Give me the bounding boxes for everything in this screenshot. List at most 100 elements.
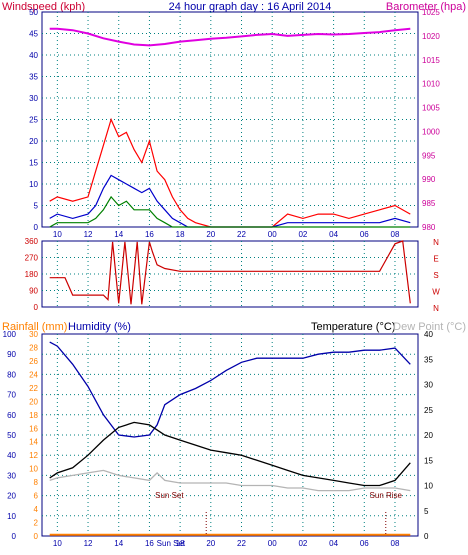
humidity-tick-label: 20 (7, 492, 16, 501)
direction-line (49, 240, 411, 305)
humidity-axis-title: Humidity (%) (68, 321, 131, 333)
rainfall-tick-label: 0 (34, 532, 39, 541)
humidity-tick-label: 50 (7, 431, 16, 440)
chart-title: 24 hour graph day : 16 April 2014 (169, 1, 332, 13)
windspeed-tick-label: 40 (29, 51, 38, 60)
x-tick-label: 06 (360, 230, 369, 239)
humidity-tick-label: 80 (7, 370, 16, 379)
dewpoint-axis-title: Dew Point (°C) (393, 321, 466, 333)
barometer-tick-label: 980 (422, 223, 436, 232)
x-tick-label: 12 (84, 230, 93, 239)
x-tick-label: 18 (176, 230, 185, 239)
direction-tick-label: 90 (29, 287, 38, 296)
temperature-tick-label: 30 (424, 381, 433, 390)
x-tick-label: 18 (176, 539, 185, 548)
humidity-tick-label: 0 (12, 532, 17, 541)
barometer-axis-title: Barometer (hpa) (386, 1, 466, 13)
temperature-tick-label: 0 (424, 532, 429, 541)
windspeed-tick-label: 45 (29, 30, 38, 39)
axis-labels: 0510152025303540455098098599099510001005… (3, 8, 441, 548)
x-tick-label: 10 (53, 230, 62, 239)
x-tick-label: 04 (329, 230, 338, 239)
rainfall-tick-label: 24 (29, 370, 38, 379)
wind-gust-line (49, 117, 411, 228)
sunset-axis-annotation: Sun Set (157, 539, 186, 548)
x-tick-label: 02 (298, 230, 307, 239)
x-tick-label: 14 (114, 230, 123, 239)
x-tick-label: 16 (145, 230, 154, 239)
barometer-tick-label: 990 (422, 175, 436, 184)
humidity-tick-label: 40 (7, 451, 16, 460)
x-tick-label: 00 (268, 230, 277, 239)
humidity-line (49, 341, 411, 438)
temperature-tick-label: 20 (424, 431, 433, 440)
chart-annotations: Sun Set Sun Set Sun Rise (155, 491, 402, 548)
direction-tick-label: 0 (34, 303, 39, 312)
rainfall-tick-label: 4 (34, 505, 39, 514)
x-tick-label: 14 (114, 539, 123, 548)
chart-series (49, 27, 411, 536)
x-tick-label: 12 (84, 539, 93, 548)
rainfall-tick-label: 14 (29, 438, 38, 447)
windspeed-tick-label: 25 (29, 116, 38, 125)
x-tick-label: 20 (206, 230, 215, 239)
humidity-tick-label: 10 (7, 512, 16, 521)
windspeed-tick-label: 10 (29, 180, 38, 189)
wind-avg-line (49, 174, 411, 228)
x-tick-label: 04 (329, 539, 338, 548)
compass-tick-label: W (432, 288, 440, 297)
rainfall-tick-label: 26 (29, 357, 38, 366)
rainfall-tick-label: 18 (29, 411, 38, 420)
humidity-tick-label: 30 (7, 471, 16, 480)
temperature-line (49, 421, 411, 487)
humidity-tick-label: 100 (3, 330, 17, 339)
windspeed-tick-label: 50 (29, 8, 38, 17)
x-tick-label: 00 (268, 539, 277, 548)
compass-tick-label: S (433, 271, 438, 280)
windspeed-axis-title: Windspeed (kph) (2, 1, 85, 13)
temperature-tick-label: 15 (424, 456, 433, 465)
barometer-tick-label: 1000 (422, 127, 440, 136)
barometer-tick-label: 1010 (422, 80, 440, 89)
barometer-tick-label: 995 (422, 151, 436, 160)
compass-tick-label: E (433, 255, 438, 264)
grid-lines (42, 12, 418, 536)
barometer-tick-label: 1005 (422, 104, 440, 113)
temperature-axis-title: Temperature (°C) (311, 321, 395, 333)
barometer-tick-label: 1015 (422, 56, 440, 65)
compass-tick-label: N (433, 238, 439, 247)
barometer-tick-label: 1020 (422, 32, 440, 41)
humidity-tick-label: 70 (7, 391, 16, 400)
windspeed-tick-label: 35 (29, 73, 38, 82)
rainfall-tick-label: 10 (29, 465, 38, 474)
sunrise-annotation: Sun Rise (370, 491, 403, 500)
windspeed-tick-label: 15 (29, 159, 38, 168)
barometer-tick-label: 985 (422, 199, 436, 208)
direction-tick-label: 360 (25, 237, 39, 246)
windspeed-tick-label: 30 (29, 94, 38, 103)
temperature-tick-label: 25 (424, 406, 433, 415)
direction-tick-label: 180 (25, 270, 39, 279)
rainfall-tick-label: 20 (29, 397, 38, 406)
x-tick-label: 16 (145, 539, 154, 548)
x-tick-label: 08 (391, 230, 400, 239)
humidity-tick-label: 60 (7, 411, 16, 420)
x-tick-label: 08 (391, 539, 400, 548)
x-tick-label: 06 (360, 539, 369, 548)
x-tick-label: 22 (237, 539, 246, 548)
sunset-annotation: Sun Set (155, 491, 184, 500)
windspeed-tick-label: 0 (34, 223, 39, 232)
rainfall-tick-label: 16 (29, 424, 38, 433)
x-tick-label: 20 (206, 539, 215, 548)
direction-tick-label: 270 (25, 254, 39, 263)
windspeed-tick-label: 5 (34, 202, 39, 211)
rainfall-tick-label: 28 (29, 343, 38, 352)
wind-low-line (49, 195, 411, 228)
rainfall-tick-label: 6 (34, 492, 39, 501)
temperature-tick-label: 5 (424, 507, 429, 516)
humidity-tick-label: 90 (7, 350, 16, 359)
x-tick-label: 10 (53, 539, 62, 548)
